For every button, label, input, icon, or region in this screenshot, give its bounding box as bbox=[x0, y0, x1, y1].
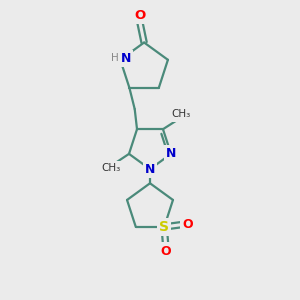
Text: O: O bbox=[182, 218, 193, 231]
Text: CH₃: CH₃ bbox=[102, 163, 121, 173]
Text: S: S bbox=[159, 220, 169, 234]
Text: H: H bbox=[111, 53, 119, 63]
Text: N: N bbox=[166, 147, 176, 161]
Text: N: N bbox=[145, 163, 155, 176]
Text: O: O bbox=[134, 9, 145, 22]
Text: O: O bbox=[160, 244, 171, 258]
Text: CH₃: CH₃ bbox=[171, 110, 190, 119]
Text: N: N bbox=[120, 52, 131, 65]
